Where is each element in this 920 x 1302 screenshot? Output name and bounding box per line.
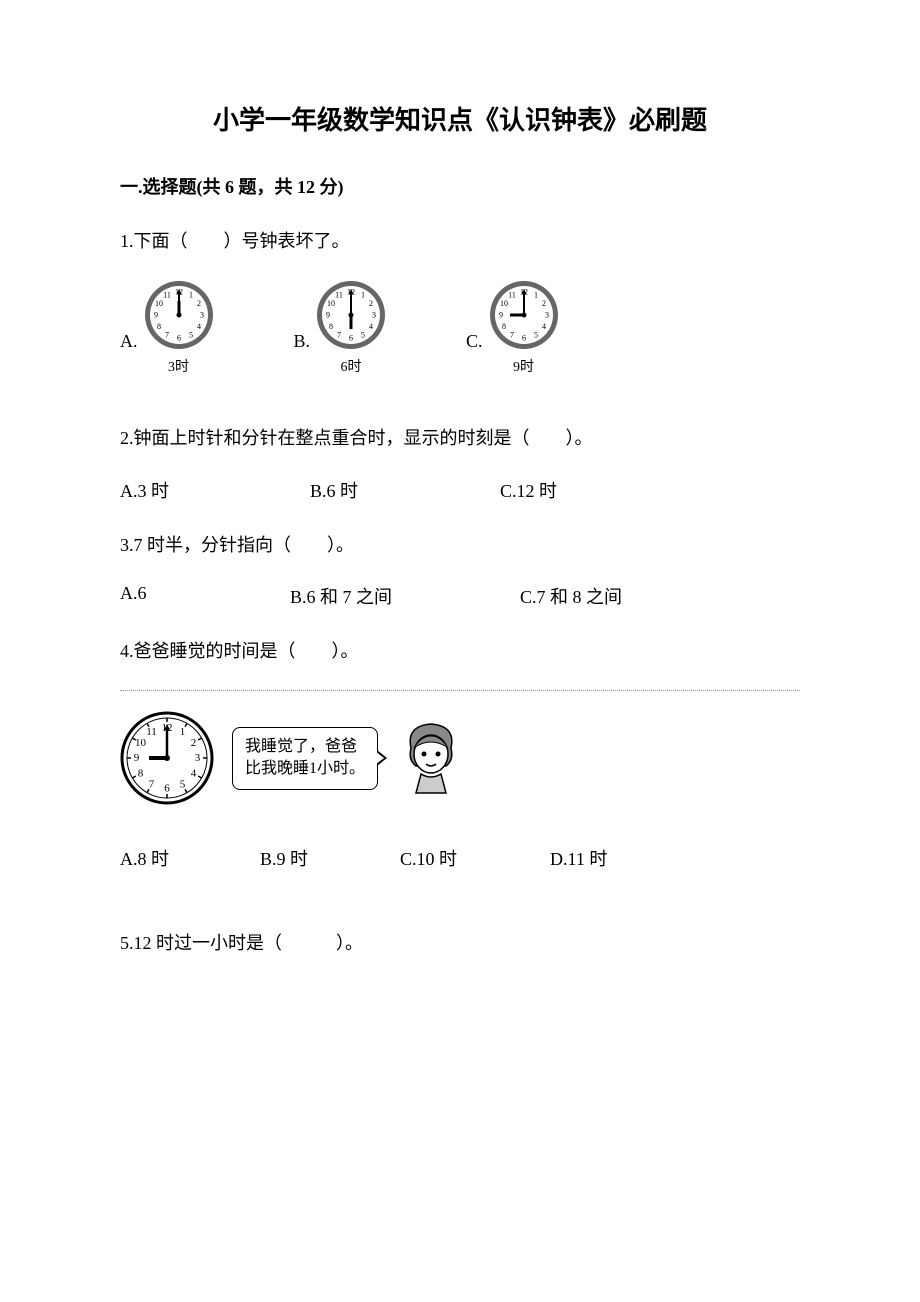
q5-text: 5.12 时过一小时是（ ）。 (120, 929, 800, 958)
svg-text:8: 8 (138, 768, 144, 780)
svg-text:9: 9 (326, 310, 330, 319)
section-header: 一.选择题(共 6 题，共 12 分) (120, 173, 800, 199)
svg-text:7: 7 (510, 330, 514, 339)
svg-text:4: 4 (197, 322, 201, 331)
q1-options: A. 1212 345 678 91011 3时 B. (120, 280, 800, 376)
q1-c-clock-block: 1212 345 678 91011 9时 (489, 280, 559, 376)
q3-option-a: A.6 (120, 583, 290, 609)
svg-text:5: 5 (189, 330, 193, 339)
q3-options: A.6 B.6 和 7 之间 C.7 和 8 之间 (120, 583, 800, 609)
svg-text:11: 11 (146, 726, 157, 738)
q4-options: A.8 时 B.9 时 C.10 时 D.11 时 (120, 845, 800, 871)
speech-bubble: 我睡觉了，爸爸 比我晚睡1小时。 (232, 727, 378, 790)
q4-text: 4.爸爸睡觉的时间是（ ）。 (120, 637, 800, 666)
q4-option-a: A.8 时 (120, 845, 260, 871)
q2-option-c: C.12 时 (500, 477, 690, 503)
clock-icon: 1212 345 678 91011 (489, 280, 559, 350)
svg-text:6: 6 (164, 783, 170, 795)
svg-text:1: 1 (361, 290, 365, 299)
q4-figure: 1212 345 678 91011 我睡觉了，爸爸 比我晚睡1小时。 (120, 711, 800, 805)
q3-text: 3.7 时半，分针指向（ ）。 (120, 531, 800, 560)
q1-a-letter: A. (120, 331, 138, 352)
svg-text:3: 3 (200, 310, 204, 319)
page-title: 小学一年级数学知识点《认识钟表》必刷题 (120, 100, 800, 137)
clock-icon: 1212 345 678 91011 (144, 280, 214, 350)
clock-icon: 1212 345 678 91011 (316, 280, 386, 350)
svg-text:7: 7 (337, 330, 341, 339)
svg-text:7: 7 (149, 779, 155, 791)
q4-option-b: B.9 时 (260, 845, 400, 871)
q1-c-clock-label: 9时 (513, 356, 534, 376)
q3-option-c: C.7 和 8 之间 (520, 583, 710, 609)
svg-text:11: 11 (335, 290, 343, 299)
q1-b-clock-block: 1212 345 678 91011 6时 (316, 280, 386, 376)
q2-option-a: A.3 时 (120, 477, 310, 503)
q3-option-b: B.6 和 7 之间 (290, 583, 520, 609)
svg-text:4: 4 (542, 322, 546, 331)
dotted-divider (120, 690, 800, 691)
bubble-line1: 我睡觉了，爸爸 (245, 736, 365, 758)
q1-option-a: A. 1212 345 678 91011 3时 (120, 280, 214, 376)
svg-text:8: 8 (502, 322, 506, 331)
svg-text:9: 9 (134, 752, 140, 764)
svg-text:11: 11 (508, 290, 516, 299)
q1-a-clock-label: 3时 (168, 356, 189, 376)
q4-option-d: D.11 时 (550, 845, 690, 871)
svg-text:8: 8 (329, 322, 333, 331)
svg-text:2: 2 (197, 299, 201, 308)
svg-text:10: 10 (500, 299, 508, 308)
q2-text: 2.钟面上时针和分针在整点重合时，显示的时刻是（ ）。 (120, 424, 800, 453)
svg-text:6: 6 (177, 333, 181, 342)
q2-option-b: B.6 时 (310, 477, 500, 503)
girl-icon (396, 718, 466, 798)
svg-text:2: 2 (191, 737, 197, 749)
svg-text:4: 4 (369, 322, 373, 331)
svg-text:2: 2 (369, 299, 373, 308)
svg-text:9: 9 (499, 310, 503, 319)
svg-text:5: 5 (534, 330, 538, 339)
q1-option-b: B. 1212 345 678 91011 6时 (294, 280, 387, 376)
svg-text:5: 5 (361, 330, 365, 339)
q1-text: 1.下面（ ）号钟表坏了。 (120, 227, 800, 256)
svg-text:10: 10 (327, 299, 335, 308)
svg-text:3: 3 (372, 310, 376, 319)
svg-text:8: 8 (157, 322, 161, 331)
svg-text:4: 4 (191, 768, 197, 780)
svg-text:10: 10 (135, 737, 147, 749)
svg-text:2: 2 (542, 299, 546, 308)
svg-text:6: 6 (349, 333, 353, 342)
clock-icon: 1212 345 678 91011 (120, 711, 214, 805)
svg-text:1: 1 (534, 290, 538, 299)
q1-b-letter: B. (294, 331, 311, 352)
svg-text:11: 11 (163, 290, 171, 299)
svg-text:10: 10 (155, 299, 163, 308)
bubble-line2: 比我晚睡1小时。 (245, 758, 365, 780)
svg-text:6: 6 (522, 333, 526, 342)
svg-text:5: 5 (180, 779, 186, 791)
q1-a-clock-block: 1212 345 678 91011 3时 (144, 280, 214, 376)
svg-text:7: 7 (165, 330, 169, 339)
q1-option-c: C. 1212 345 678 91011 9时 (466, 280, 559, 376)
svg-text:1: 1 (189, 290, 193, 299)
svg-text:3: 3 (195, 752, 201, 764)
q1-b-clock-label: 6时 (341, 356, 362, 376)
svg-text:1: 1 (180, 726, 186, 738)
q1-c-letter: C. (466, 331, 483, 352)
svg-text:3: 3 (545, 310, 549, 319)
svg-text:9: 9 (154, 310, 158, 319)
q2-options: A.3 时 B.6 时 C.12 时 (120, 477, 800, 503)
q4-option-c: C.10 时 (400, 845, 550, 871)
